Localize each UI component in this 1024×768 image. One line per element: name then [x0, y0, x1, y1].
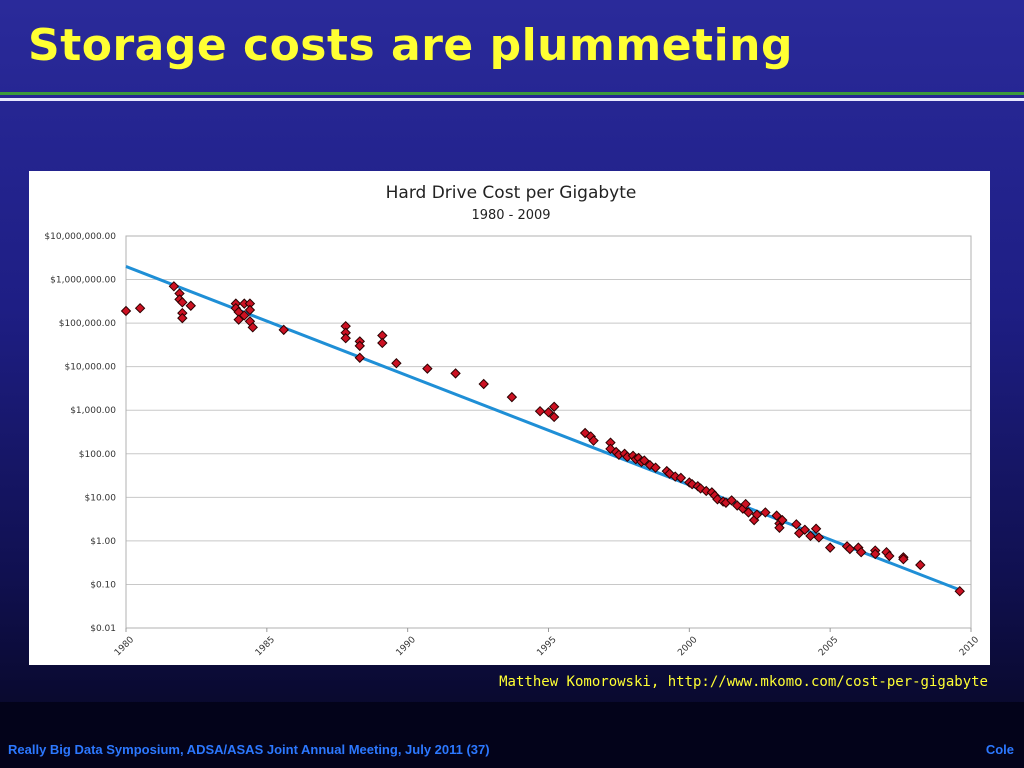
y-tick-label: $1.00	[90, 537, 116, 547]
footer-band	[0, 702, 1024, 768]
data-point	[870, 548, 881, 560]
data-point	[844, 543, 856, 555]
x-tick-label: 2010	[958, 635, 981, 658]
data-point	[177, 297, 188, 308]
data-point	[740, 498, 751, 510]
data-point	[898, 553, 909, 565]
y-tick-label: $0.01	[90, 624, 116, 634]
x-tick-label: 1985	[254, 635, 277, 658]
title-divider-white	[0, 98, 1024, 101]
y-tick-label: $10,000,000.00	[44, 232, 116, 242]
data-point	[422, 363, 433, 374]
data-point	[824, 542, 836, 553]
data-point	[340, 333, 351, 344]
data-point	[884, 550, 895, 562]
data-point	[391, 358, 402, 369]
data-point	[588, 435, 599, 446]
data-point	[675, 472, 687, 484]
data-point	[743, 507, 754, 518]
data-point	[478, 378, 489, 390]
data-point	[751, 509, 763, 520]
data-point	[185, 300, 196, 311]
data-point	[543, 407, 554, 418]
data-point	[726, 495, 737, 506]
x-tick-label: 2000	[676, 635, 699, 658]
hard-drive-cost-chart: Hard Drive Cost per Gigabyte 1980 - 2009…	[44, 183, 981, 658]
data-point	[813, 532, 825, 543]
x-tick-label: 2005	[817, 635, 840, 658]
data-point	[799, 524, 811, 535]
data-point	[791, 519, 802, 530]
data-point	[639, 455, 650, 466]
y-tick-label: $1,000.00	[70, 406, 116, 416]
x-tick-label: 1980	[113, 635, 136, 658]
data-point	[548, 411, 560, 423]
data-point	[777, 514, 788, 526]
plot-frame	[125, 235, 972, 629]
footer-text: Really Big Data Symposium, ADSA/ASAS Joi…	[8, 742, 490, 757]
x-tick-label: 1990	[395, 635, 418, 658]
x-axis-ticks: 1980 1985 1990 1995 2000 2005 2010	[113, 628, 981, 658]
data-point	[810, 523, 822, 534]
chart-subtitle: 1980 - 2009	[471, 208, 550, 223]
data-point	[134, 302, 146, 314]
data-point	[534, 405, 546, 417]
data-point	[771, 510, 782, 521]
data-point	[805, 530, 816, 542]
data-point	[650, 462, 661, 473]
data-points	[120, 281, 965, 597]
slide-title: Storage costs are plummeting	[28, 20, 793, 71]
data-point	[548, 401, 560, 412]
y-tick-label: $100,000.00	[59, 319, 117, 329]
data-point	[244, 304, 256, 316]
y-tick-label: $100.00	[79, 450, 116, 460]
data-point	[506, 391, 518, 403]
chart-title: Hard Drive Cost per Gigabyte	[386, 183, 637, 203]
data-point	[774, 522, 785, 533]
data-point	[177, 312, 188, 324]
source-credit: Matthew Komorowski, http://www.mkomo.com…	[499, 674, 988, 690]
data-point	[855, 546, 867, 558]
data-point	[233, 314, 244, 325]
title-divider-green	[0, 92, 1024, 95]
data-point	[954, 585, 965, 597]
y-tick-label: $10.00	[85, 493, 117, 503]
data-point	[354, 352, 365, 363]
data-point	[450, 368, 461, 379]
x-tick-label: 1995	[535, 635, 558, 658]
data-point	[377, 337, 388, 349]
data-point	[120, 305, 132, 317]
chart-gridlines	[125, 235, 972, 629]
y-axis-ticks: $10,000,000.00 $1,000,000.00 $100,000.00 $1…	[44, 232, 116, 634]
footer-author: Cole	[985, 742, 1014, 757]
data-point	[915, 559, 926, 571]
data-point	[168, 281, 180, 292]
data-point	[247, 322, 258, 333]
chart-panel: Hard Drive Cost per Gigabyte 1980 - 2009…	[29, 171, 990, 665]
y-tick-label: $10,000.00	[64, 363, 116, 373]
y-tick-label: $1,000,000.00	[50, 276, 116, 286]
y-tick-label: $0.10	[90, 580, 116, 590]
data-point	[760, 507, 771, 518]
data-point	[239, 310, 250, 321]
data-point	[354, 340, 365, 352]
data-point	[278, 324, 289, 336]
